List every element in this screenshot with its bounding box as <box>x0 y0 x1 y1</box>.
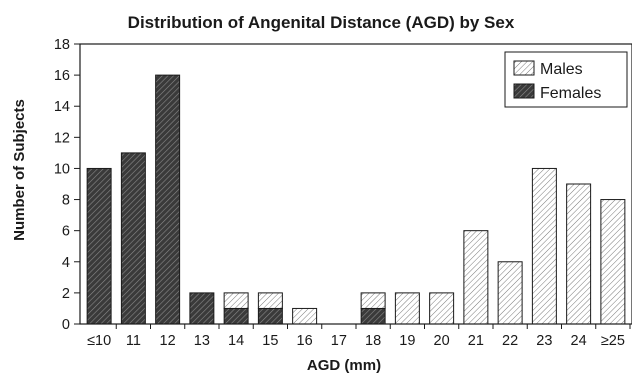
x-tick-label: 23 <box>536 333 552 349</box>
x-axis: ≤10 11 12 13 14 15 16 17 18 19 20 21 22 23 24 ≥25 <box>87 324 631 349</box>
chart-title: Distribution of Angenital Distance (AGD)… <box>128 13 515 32</box>
y-tick-label: 6 <box>62 224 70 240</box>
bar-males <box>429 292 455 325</box>
bar-females <box>155 74 181 325</box>
y-tick-label: 14 <box>54 99 70 115</box>
bar-males <box>600 199 626 325</box>
bar-females <box>257 307 283 325</box>
x-tick-label: 22 <box>502 333 518 349</box>
x-tick-label: 18 <box>365 333 381 349</box>
x-tick-label: ≤10 <box>87 333 111 349</box>
x-tick-label: 16 <box>297 333 313 349</box>
legend-label-females: Females <box>540 85 601 102</box>
bar-males <box>223 292 249 309</box>
y-axis: 0 2 4 6 8 10 12 14 16 18 <box>54 37 80 333</box>
y-axis-label: Number of Subjects <box>11 99 28 241</box>
bar-males <box>394 292 420 325</box>
x-tick-label: 19 <box>399 333 415 349</box>
bars-group <box>86 74 626 325</box>
y-tick-label: 18 <box>54 37 70 53</box>
x-axis-label: AGD (mm) <box>307 357 381 374</box>
y-tick-label: 0 <box>62 317 70 333</box>
x-tick-label: 15 <box>262 333 278 349</box>
plot-frame <box>79 43 632 325</box>
x-tick-label: 20 <box>434 333 450 349</box>
x-tick-label: 13 <box>194 333 210 349</box>
x-tick-label: 12 <box>160 333 176 349</box>
bar-females <box>189 292 215 325</box>
bar-males <box>463 230 489 325</box>
y-tick-label: 12 <box>54 130 70 146</box>
x-tick-label: 17 <box>331 333 347 349</box>
x-tick-label: 24 <box>571 333 587 349</box>
legend-swatch-males <box>513 60 535 76</box>
bar-males <box>566 183 592 325</box>
bar-males <box>531 167 557 325</box>
bar-males <box>257 292 283 309</box>
y-tick-label: 16 <box>54 68 70 84</box>
y-tick-label: 2 <box>62 286 70 302</box>
bar-females <box>86 167 112 325</box>
legend-label-males: Males <box>540 61 583 78</box>
x-tick-label: 11 <box>126 333 141 349</box>
y-tick-label: 8 <box>62 193 70 209</box>
x-tick-label: 21 <box>468 333 484 349</box>
legend-swatch-females <box>513 83 535 99</box>
bar-females <box>120 152 146 325</box>
x-tick-label: ≥25 <box>601 333 625 349</box>
y-tick-label: 10 <box>54 161 70 177</box>
legend: Males Females <box>504 51 628 108</box>
x-tick-label: 14 <box>228 333 244 349</box>
bar-females <box>223 307 249 325</box>
bar-males <box>497 261 523 325</box>
bar-males <box>360 292 386 309</box>
bar-males <box>292 307 318 325</box>
y-tick-label: 4 <box>62 255 70 271</box>
bar-females <box>360 307 386 325</box>
